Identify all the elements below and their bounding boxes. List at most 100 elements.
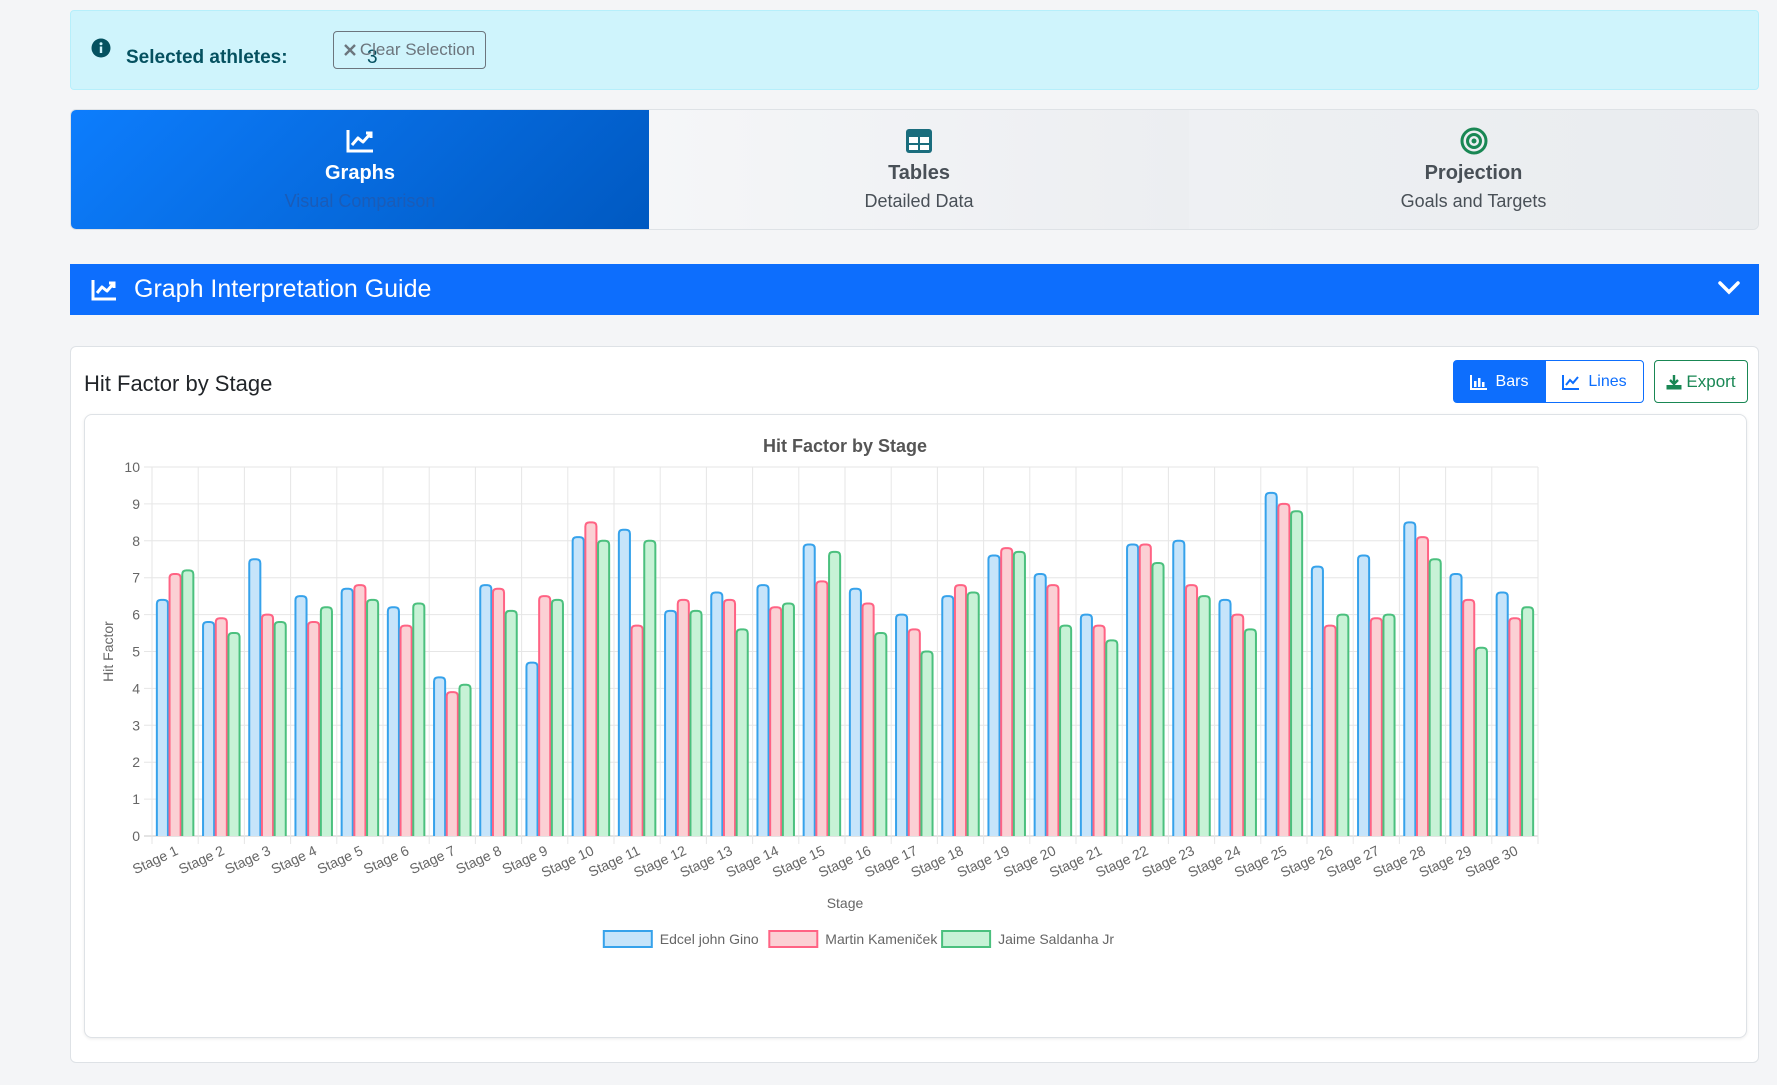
- table-icon: [903, 126, 935, 156]
- selection-alert: Selected athletes: 3 Clear Selection: [70, 10, 1759, 90]
- bar: [227, 632, 241, 836]
- tab-graphs[interactable]: Graphs Visual Comparison: [71, 110, 649, 229]
- chart-line-icon: [344, 126, 376, 156]
- x-tick-label: Stage 8: [453, 842, 504, 877]
- bar: [920, 650, 934, 836]
- bar: [1415, 536, 1430, 836]
- bar: [1012, 550, 1026, 836]
- y-tick-label: 6: [132, 607, 140, 623]
- export-button[interactable]: Export: [1654, 360, 1748, 403]
- legend-swatch: [602, 930, 653, 948]
- bars-label: Bars: [1495, 372, 1529, 390]
- bar: [458, 683, 472, 836]
- bar: [1138, 543, 1152, 836]
- selected-athletes-label: Selected athletes:: [126, 47, 288, 68]
- bar: [525, 661, 539, 836]
- y-tick-label: 7: [132, 570, 140, 586]
- x-tick-label: Stage 6: [361, 842, 412, 877]
- bar: [769, 606, 783, 836]
- tab-projection-title: Projection: [1424, 162, 1523, 184]
- chart-title: Hit Factor by Stage: [763, 436, 927, 456]
- x-tick-label: Stage 30: [1463, 842, 1521, 880]
- graph-guide-header[interactable]: Graph Interpretation Guide: [70, 264, 1759, 315]
- bar: [1382, 613, 1396, 836]
- lines-label: Lines: [1588, 372, 1627, 390]
- view-tabs: Graphs Visual Comparison Tables Detailed…: [70, 109, 1759, 230]
- tab-projection-subtitle: Goals and Targets: [1400, 191, 1547, 211]
- x-tick-label: Stage 22: [1093, 842, 1151, 880]
- clear-selection-button[interactable]: Clear Selection: [333, 31, 486, 69]
- bar: [987, 554, 1001, 836]
- bar: [538, 595, 552, 836]
- bar: [1495, 591, 1509, 836]
- legend-swatch: [941, 930, 992, 948]
- tab-graphs-subtitle: Visual Comparison: [284, 191, 436, 211]
- bar: [1000, 547, 1014, 836]
- tab-graphs-title: Graphs: [324, 162, 396, 184]
- y-tick-label: 1: [132, 791, 140, 807]
- y-tick-label: 2: [132, 754, 140, 770]
- x-tick-label: Stage 2: [176, 842, 227, 877]
- bar: [722, 598, 737, 836]
- y-axis-title: Hit Factor: [100, 621, 116, 682]
- x-tick-label: Stage 29: [1416, 842, 1474, 880]
- bar: [1105, 639, 1119, 836]
- x-tick-label: Stage 25: [1232, 842, 1290, 880]
- x-tick-label: Stage 4: [268, 842, 319, 877]
- bar: [1323, 624, 1337, 836]
- bar: [966, 591, 980, 836]
- bar: [1336, 613, 1350, 836]
- y-tick-label: 4: [132, 680, 140, 696]
- x-tick-label: Stage 5: [315, 842, 366, 877]
- bar: [689, 609, 703, 836]
- bar: [781, 602, 795, 836]
- bar: [756, 584, 770, 836]
- bar: [584, 521, 598, 836]
- x-tick-label: Stage 15: [770, 842, 828, 880]
- bar: [260, 613, 275, 836]
- y-tick-label: 3: [132, 717, 140, 733]
- bar: [1264, 491, 1278, 836]
- bar: [491, 587, 506, 836]
- bar: [155, 598, 169, 836]
- bar: [248, 558, 262, 836]
- bar: [848, 587, 862, 836]
- bar: [1059, 624, 1073, 836]
- card-title: Hit Factor by Stage: [84, 371, 273, 396]
- download-icon: [1666, 374, 1682, 389]
- bar: [617, 528, 631, 836]
- tab-projection[interactable]: Projection Goals and Targets: [1189, 110, 1758, 229]
- bar: [1428, 558, 1442, 836]
- bar: [1092, 624, 1106, 836]
- bar: [874, 632, 888, 836]
- bars-button[interactable]: Bars: [1453, 360, 1545, 403]
- bar: [597, 539, 611, 836]
- bar: [433, 676, 447, 836]
- lines-button[interactable]: Lines: [1545, 360, 1644, 403]
- x-tick-label: Stage 19: [954, 842, 1012, 880]
- bar: [1449, 573, 1463, 836]
- chart-line-icon: [91, 279, 116, 300]
- x-tick-label: Stage 12: [631, 842, 689, 880]
- y-tick-label: 5: [132, 644, 140, 660]
- chart-type-toggle: Bars Lines: [1453, 360, 1644, 403]
- bar: [1197, 595, 1211, 836]
- bar: [504, 609, 518, 836]
- bar: [1474, 646, 1488, 836]
- x-tick-label: Stage 3: [222, 842, 273, 877]
- bar: [386, 606, 400, 836]
- bar: [1369, 617, 1383, 836]
- bar: [1151, 561, 1165, 836]
- tab-tables[interactable]: Tables Detailed Data: [649, 110, 1189, 229]
- bar: [815, 580, 829, 836]
- info-icon: [91, 38, 111, 58]
- x-tick-label: Stage 28: [1370, 842, 1428, 880]
- bar: [181, 569, 195, 836]
- bar: [1310, 565, 1324, 836]
- x-axis-title: Stage: [827, 895, 864, 911]
- chevron-down-icon[interactable]: [1717, 278, 1741, 298]
- x-tick-label: Stage 26: [1278, 842, 1336, 880]
- bar: [202, 620, 216, 836]
- bar: [412, 602, 426, 836]
- bar: [214, 617, 228, 836]
